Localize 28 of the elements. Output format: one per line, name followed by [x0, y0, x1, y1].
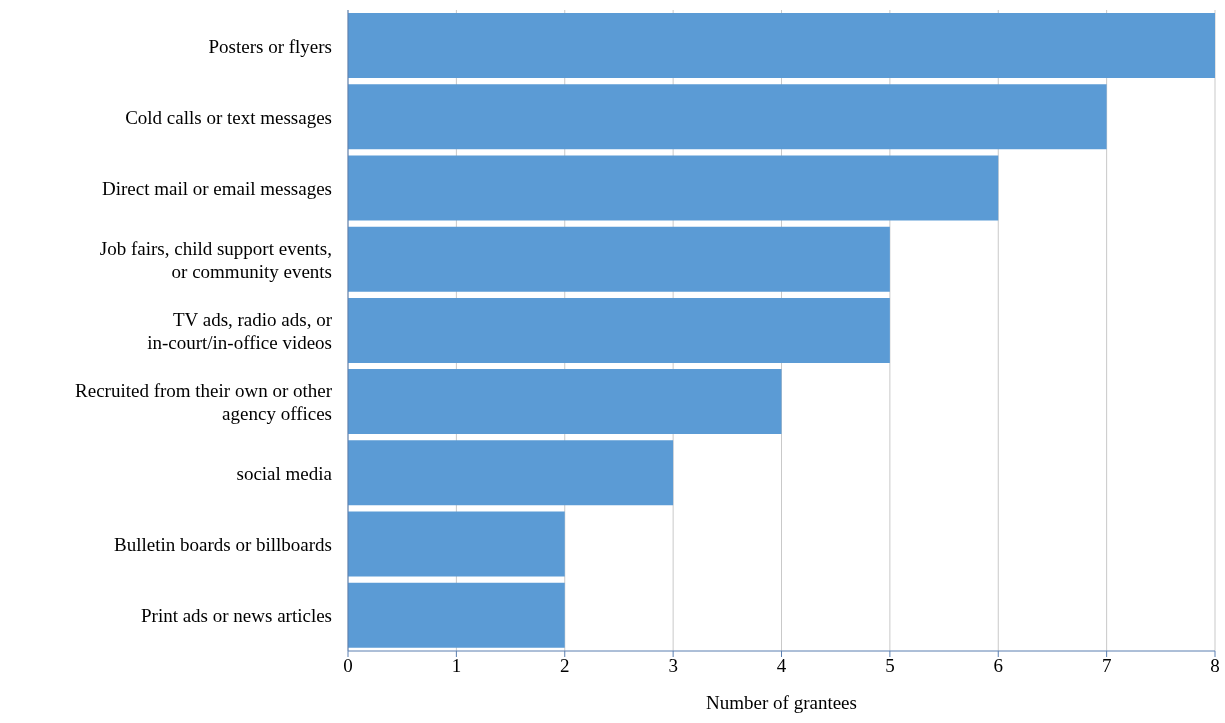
x-tick-label: 2	[560, 655, 570, 677]
y-tick-label: TV ads, radio ads, or in-court/in-office videos	[147, 308, 333, 353]
y-tick-label: Direct mail or email messages	[101, 177, 332, 199]
y-tick-label: Job fairs, child support events, or community events	[99, 237, 332, 282]
bar	[348, 582, 565, 648]
y-tick-label: Bulletin boards or billboards	[114, 533, 332, 555]
bar	[348, 155, 999, 221]
x-tick-label: 1	[451, 655, 462, 677]
y-tick-label: social media	[236, 462, 333, 484]
bar	[348, 511, 565, 577]
x-tick-label: 8	[1210, 655, 1220, 677]
bar	[348, 440, 674, 506]
bar	[348, 84, 1107, 150]
bar	[348, 369, 782, 435]
x-tick-label: 6	[993, 655, 1003, 677]
bar	[348, 13, 1215, 78]
y-tick-label: Print ads or news articles	[140, 604, 332, 626]
y-tick-label: Recruited from their own or other agency offices	[75, 379, 333, 424]
bar	[348, 226, 890, 292]
bar	[348, 297, 890, 363]
x-tick-label: 3	[668, 655, 678, 677]
x-axis-title: Number of grantees	[706, 692, 857, 713]
y-tick-label: Cold calls or text messages	[125, 106, 332, 128]
x-tick-label: 5	[885, 655, 895, 677]
x-tick-label: 0	[343, 655, 353, 677]
x-tick-label: 7	[1101, 655, 1112, 677]
x-tick-label: 4	[776, 655, 787, 677]
y-tick-label: Posters or flyers	[208, 35, 332, 57]
